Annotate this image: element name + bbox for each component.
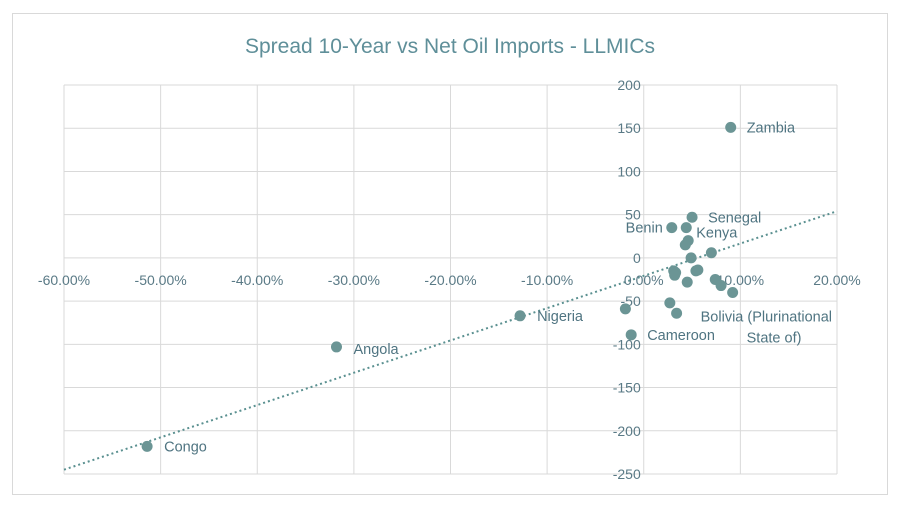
- data-point: [680, 222, 692, 234]
- data-label: Nigeria: [537, 309, 584, 325]
- data-label: Congo: [164, 439, 207, 455]
- data-point: [671, 307, 683, 319]
- data-points: [141, 121, 739, 452]
- data-point: [669, 269, 681, 281]
- data-labels: Zambia Senegal Benin Kenya Bolivia (Plurinat…: [164, 120, 832, 455]
- data-point: [715, 280, 727, 292]
- data-point: [681, 276, 693, 288]
- trendline: [63, 210, 838, 471]
- data-label: Cameroon: [647, 328, 715, 344]
- y-tick-label: 200: [617, 77, 641, 93]
- data-point: [686, 211, 698, 223]
- data-point: [330, 341, 342, 353]
- y-tick-label: 0: [633, 250, 641, 266]
- x-tick-label: -50.00%: [135, 272, 187, 288]
- data-point: [625, 329, 637, 341]
- data-point: [514, 310, 526, 322]
- axis-ticks: -60.00% -50.00% -40.00% -30.00% -20.00% -10.0…: [38, 77, 861, 482]
- data-label: Benin: [626, 221, 663, 237]
- data-label: Zambia: [747, 120, 796, 136]
- x-tick-label: -20.00%: [424, 272, 476, 288]
- data-point: [679, 239, 691, 251]
- y-tick-label: -250: [613, 466, 641, 482]
- gridlines: [63, 84, 838, 475]
- data-point: [705, 247, 717, 259]
- x-tick-label: 10.00%: [717, 272, 764, 288]
- data-point: [685, 252, 697, 264]
- y-tick-label: -150: [613, 380, 641, 396]
- data-label: Senegal: [708, 210, 761, 226]
- data-point: [664, 297, 676, 309]
- x-tick-label: 20.00%: [813, 272, 860, 288]
- y-tick-label: -200: [613, 423, 641, 439]
- data-label: Angola: [353, 342, 399, 358]
- trendline-group: [63, 210, 838, 471]
- data-point: [666, 222, 678, 234]
- x-tick-label: 0.00%: [624, 272, 664, 288]
- y-tick-label: 50: [625, 207, 641, 223]
- x-tick-label: -60.00%: [38, 272, 90, 288]
- y-tick-label: 150: [617, 120, 641, 136]
- data-label: Bolivia (Plurinational State of): [701, 309, 832, 346]
- data-point: [725, 121, 737, 133]
- x-tick-label: -30.00%: [328, 272, 380, 288]
- data-point: [727, 286, 739, 298]
- y-tick-label: 100: [617, 163, 641, 179]
- data-point: [141, 440, 153, 452]
- x-tick-label: -40.00%: [231, 272, 283, 288]
- chart-title: Spread 10-Year vs Net Oil Imports - LLMI…: [245, 35, 655, 58]
- data-point: [692, 264, 704, 276]
- data-label: Kenya: [696, 226, 738, 242]
- data-point: [619, 303, 631, 315]
- y-tick-label: -100: [613, 336, 641, 352]
- x-tick-label: -10.00%: [521, 272, 573, 288]
